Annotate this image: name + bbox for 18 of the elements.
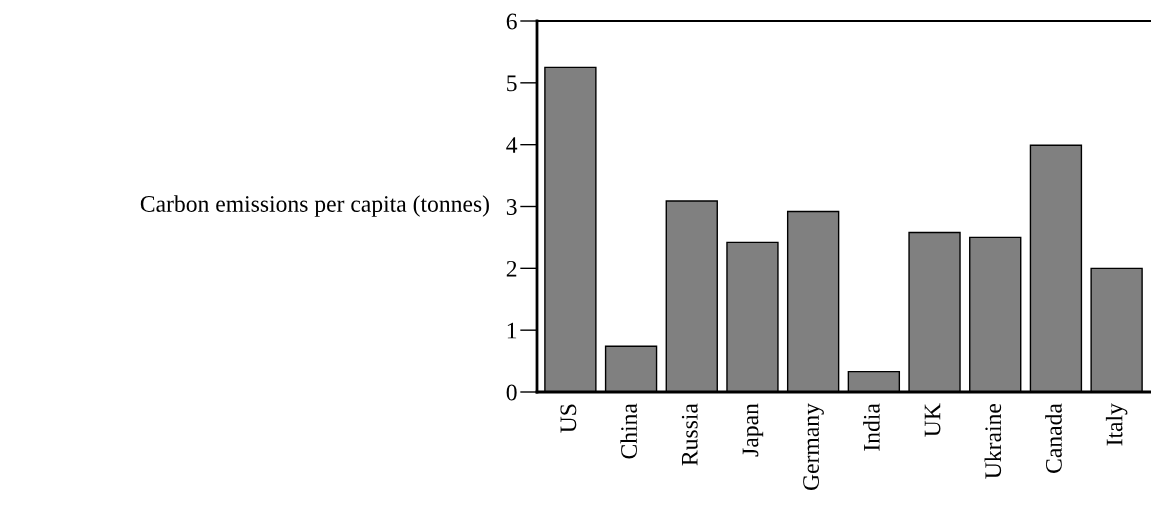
x-tick-label: Russia	[681, 403, 698, 466]
x-tick-label: Japan	[742, 403, 764, 457]
y-tick-label: 6	[506, 13, 517, 30]
y-tick-label: 5	[507, 75, 517, 92]
y-tick-label: 4	[506, 137, 518, 153]
y-tick-label: 3	[506, 199, 517, 215]
x-tick-label: UK	[924, 403, 941, 437]
x-tick-label: US	[560, 404, 577, 433]
y-tick-label: 0	[506, 384, 517, 401]
x-tick-label: Germany	[803, 403, 824, 490]
y-tick-label: 1	[507, 322, 517, 339]
y-axis-title: Carbon emissions per capita (tonnes)	[140, 195, 489, 217]
y-tick-label: 2	[506, 260, 517, 277]
x-tick-label: Canada	[1045, 403, 1062, 473]
x-tick-label: Ukraine	[984, 403, 1002, 479]
x-tick-label: Italy	[1105, 403, 1128, 446]
x-tick-label: China	[620, 403, 637, 459]
x-tick-label: India	[863, 403, 880, 451]
